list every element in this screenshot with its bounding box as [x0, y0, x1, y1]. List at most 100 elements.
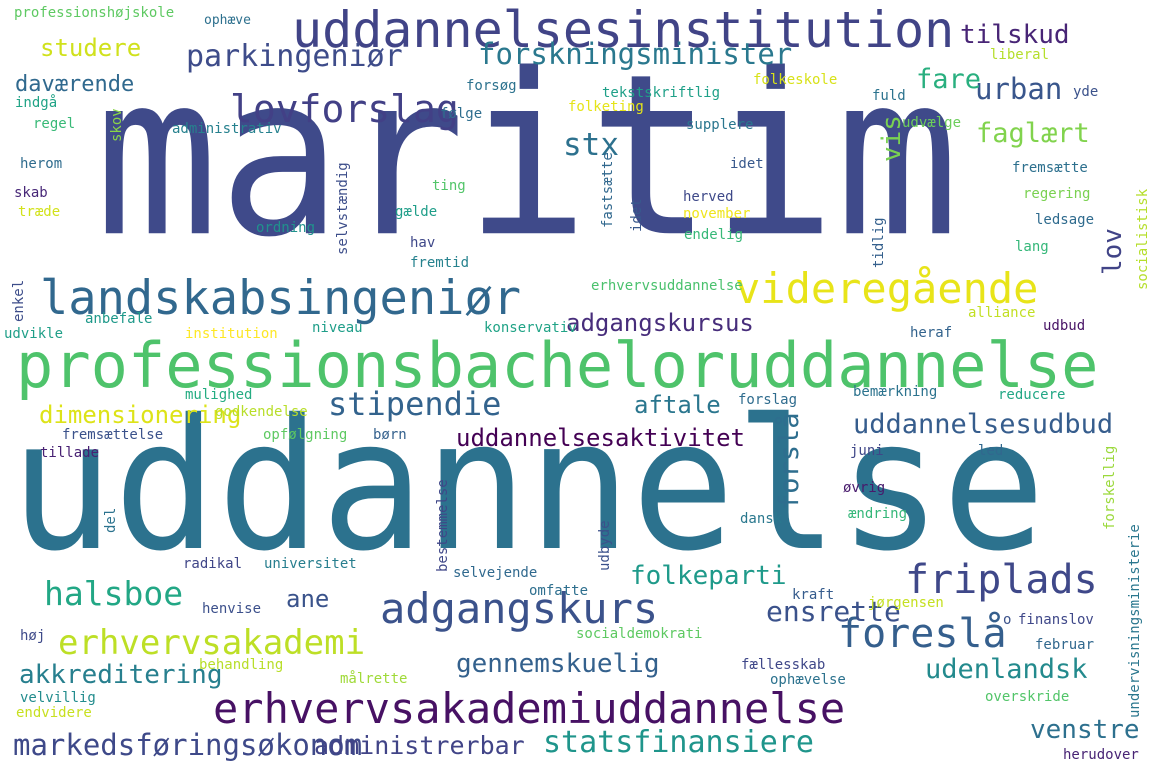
word-henvise: henvise — [202, 601, 262, 617]
word-november: herved — [683, 189, 734, 205]
word-godkendelse: mulighed — [185, 387, 253, 403]
word-herudover: herudover — [1063, 747, 1139, 763]
word-overskride: overskride — [985, 689, 1070, 705]
word-herom: herom — [20, 156, 63, 172]
word-finanslov: finanslov — [1018, 612, 1094, 628]
word-socialistisk: tidlig — [871, 217, 887, 268]
word-godkende: bestemmelse — [435, 479, 451, 572]
word-erhvervsakademiuddannelse: erhvervsakademiuddannelse — [213, 684, 846, 733]
word-mulighed: udbud — [1043, 318, 1086, 334]
word-ting: idet — [730, 156, 764, 172]
word-administrerbar: markedsføringsøkonom — [13, 728, 363, 762]
word-ophaeve: ophæve — [204, 13, 251, 28]
word-faellesskab: fællesskab — [741, 657, 826, 673]
word-udenlandsk: akkreditering — [19, 660, 223, 690]
word-folge: følge — [440, 106, 483, 122]
word-born: opfølgning — [263, 427, 348, 443]
word-forsog: forsøg — [466, 78, 517, 94]
word-faglaert: aftale — [634, 391, 721, 419]
word-lovforslag: lovforslag — [230, 87, 459, 131]
word-opfolgning: fremsættelse — [62, 427, 164, 443]
word-folketing: folketing — [568, 99, 644, 115]
word-selvstaendig: selvstændig — [335, 162, 351, 255]
word-urban: faglært — [976, 118, 1090, 149]
word-ophaevelse: ophævelse — [770, 672, 846, 688]
word-dimensionering: uddannelsesudbud — [853, 409, 1114, 440]
word-udbud: alliance — [968, 305, 1036, 321]
word-radikal: radikal — [183, 556, 243, 572]
word-forskningsminister: forskningsminister — [478, 37, 793, 71]
word-folkeparti: halsboe — [44, 574, 184, 613]
word-lang: ledsage — [1035, 212, 1095, 228]
word-regering: fremsætte — [1012, 160, 1088, 176]
word-del: led — [978, 443, 1004, 459]
word-bemaerkning: forslag — [738, 392, 798, 408]
word-professionsbacheloruddannelse: professionsbacheloruddannelse — [16, 329, 1099, 402]
word-fremtid: hav — [410, 235, 436, 251]
word-bestemmelse: del — [103, 507, 119, 533]
word-kraft: kraft — [792, 587, 835, 603]
word-jorgensen: jørgensen — [868, 595, 944, 611]
word-foresla: foreslå — [838, 611, 1007, 657]
word-erhvervsuddannelse: anbefale — [85, 311, 153, 327]
word-erhvervsakademi: erhvervsakademi — [58, 623, 366, 663]
word-malrette: målrette — [340, 671, 408, 687]
word-uddannelsesinstitution: uddannelsesinstitution — [292, 1, 955, 59]
word-socialdemokrati: socialdemokrati — [576, 626, 703, 642]
word-stipendie: stipendie — [328, 385, 502, 423]
word-fuld: fuld — [872, 88, 906, 104]
word-endvidere: endvidere — [16, 705, 92, 721]
word-uddannelsesaktivitet: adgangskursus — [566, 309, 754, 337]
word-vis: stx — [563, 127, 619, 163]
word-ane: forslå — [774, 412, 805, 510]
word-akkreditering: administrerbar — [314, 731, 525, 760]
word-skov: skov — [109, 108, 125, 142]
word-gaelde: socialistisk — [1135, 188, 1151, 290]
word-folkeskole: folkeskole — [753, 72, 838, 88]
word-stx: fare — [916, 64, 982, 95]
word-tillade: børn — [373, 427, 407, 443]
word-fremsaette: endelig — [684, 227, 744, 243]
word-hav: ordning — [256, 220, 316, 236]
word-led: juni — [850, 443, 884, 459]
word-davaerende: daværende — [15, 72, 135, 97]
word-aftale: venstre — [1030, 715, 1140, 745]
word-forskellig: forskellig — [1102, 445, 1118, 530]
word-udvaelge: udvælge — [902, 115, 962, 131]
word-skab: skab — [14, 185, 48, 201]
word-landskabsingenior: landskabsingeniør — [40, 271, 522, 326]
word-velvillig: velvillig — [20, 690, 96, 706]
word-administrativ: administrativ — [172, 121, 282, 137]
word-herved: ting — [432, 178, 466, 194]
word-markedsforingsokonom: statsfinansiere — [543, 725, 814, 760]
word-fare: urban — [975, 72, 1063, 106]
word-tekstskriftlig: tekstskriftlig — [602, 85, 721, 101]
word-supplere: supplere — [686, 117, 754, 133]
word-institution: udvikle — [4, 326, 64, 342]
word-ovrig: øvrig — [843, 480, 886, 496]
word-tidlig: lang — [1015, 239, 1049, 255]
word-udbyde: udbyde — [597, 520, 613, 571]
word-reducere: bemærkning — [853, 384, 938, 400]
word-halsboe: dimensionering — [39, 401, 242, 429]
word-alliance: heraf — [910, 325, 953, 341]
word-hoj: høj — [20, 628, 46, 644]
word-yde: yde — [1073, 84, 1099, 100]
word-idet: idet — [629, 198, 645, 232]
word-videregaende: videregående — [735, 264, 1039, 313]
word-liberal: liberal — [990, 47, 1050, 63]
word-regel: regel — [33, 116, 76, 132]
word-fastsaette: fastsætte — [600, 152, 616, 228]
word-indga: indgå — [15, 95, 58, 111]
word-universitet: universitet — [264, 556, 357, 572]
word-parkingenior: parkingeniør — [186, 39, 403, 74]
word-juni: tillade — [40, 445, 100, 461]
word-undervisningsministerie: undervisningsministerie — [1127, 524, 1143, 718]
word-niveau: institution — [185, 326, 278, 342]
word-endelig: november — [683, 206, 751, 222]
word-friplads: friplads — [905, 557, 1098, 603]
word-adgangskursus: lov — [1098, 228, 1128, 275]
word-behandling: behandling — [199, 657, 284, 673]
word-professionshojskole: professionshøjskole — [14, 5, 175, 21]
